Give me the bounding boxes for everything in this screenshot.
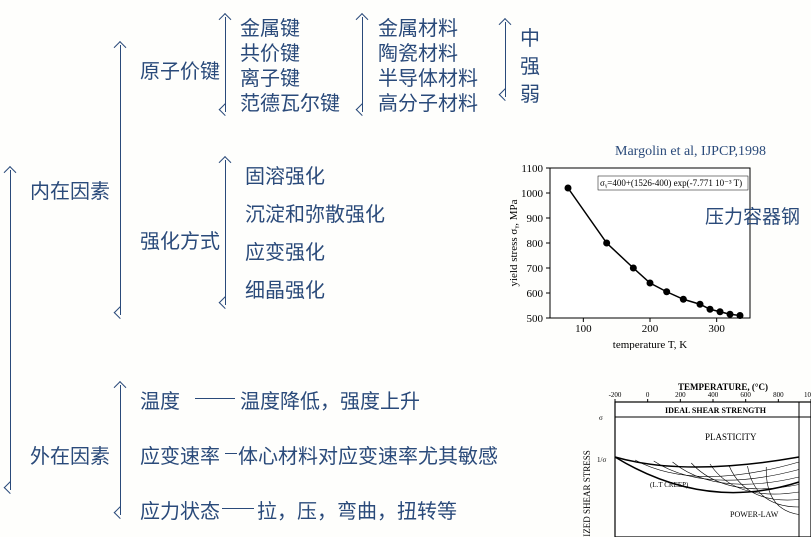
svg-text:TEMPERATURE, (°C): TEMPERATURE, (°C) — [678, 382, 768, 392]
strengthen-label: 强化方式 — [140, 225, 220, 254]
bond-bracket — [225, 17, 226, 112]
svg-text:σ: σ — [599, 414, 603, 422]
svg-text:POWER-LAW: POWER-LAW — [730, 510, 779, 519]
strength-item: 强 — [520, 50, 540, 79]
svg-text:yield stress σᵧ, MPa: yield stress σᵧ, MPa — [508, 199, 520, 286]
strengthen-item: 应变强化 — [245, 236, 325, 265]
strengthen-item: 固溶强化 — [245, 160, 325, 189]
bond-item: 范德瓦尔键 — [240, 87, 340, 116]
svg-text:100: 100 — [575, 323, 592, 335]
external-bracket — [120, 385, 121, 515]
svg-text:PLASTICITY: PLASTICITY — [705, 432, 757, 442]
yield-stress-chart: 100 200 300 500 600 700 800 900 1000 1100 temperat… — [505, 140, 811, 350]
deformation-map-chart: TEMPERATURE, (°C) -200 0 200 400 600 800 1000 AL… — [580, 380, 811, 537]
material-item: 高分子材料 — [378, 87, 478, 116]
svg-text:压力容器钢: 压力容器钢 — [705, 206, 800, 228]
strengthen-bracket — [225, 160, 226, 305]
ext-desc: 温度降低，强度上升 — [240, 385, 420, 414]
svg-text:900: 900 — [527, 213, 544, 225]
external-label: 外在因素 — [30, 440, 110, 469]
svg-text:(L.T CREEP): (L.T CREEP) — [650, 481, 689, 489]
svg-text:800: 800 — [527, 238, 544, 250]
svg-text:600: 600 — [527, 288, 544, 300]
strengthen-item: 沉淀和弥散强化 — [245, 198, 385, 227]
svg-text:σᵧ=400+(1526-400) exp(-7.771 1: σᵧ=400+(1526-400) exp(-7.771 10⁻³ T) — [600, 178, 742, 189]
svg-text:Margolin et al, IJPCP,1998: Margolin et al, IJPCP,1998 — [615, 144, 766, 159]
strength-bracket — [505, 22, 506, 97]
strength-item: 中 — [520, 22, 540, 51]
svg-text:1000: 1000 — [521, 188, 544, 200]
svg-text:1100: 1100 — [521, 163, 543, 175]
svg-text:1/σ: 1/σ — [597, 456, 606, 464]
ext-desc: 体心材料对应变速率尤其敏感 — [238, 440, 498, 469]
ext-term: 温度 — [140, 385, 180, 414]
strengthen-item: 细晶强化 — [245, 274, 325, 303]
ext-dash — [225, 453, 237, 454]
svg-text:200: 200 — [642, 323, 659, 335]
svg-text:0: 0 — [646, 391, 650, 399]
svg-text:300: 300 — [708, 323, 725, 335]
svg-text:ALIZED SHEAR STRESS: ALIZED SHEAR STRESS — [582, 450, 592, 537]
material-bracket — [362, 17, 363, 112]
ext-dash — [222, 508, 254, 509]
bond-label: 原子价键 — [140, 55, 220, 84]
svg-text:800: 800 — [773, 391, 784, 399]
strength-item: 弱 — [520, 78, 540, 107]
svg-text:600: 600 — [740, 391, 751, 399]
root-bracket — [10, 170, 11, 490]
ext-dash — [195, 398, 235, 399]
svg-text:1000: 1000 — [804, 391, 811, 399]
svg-text:500: 500 — [527, 313, 544, 325]
svg-text:400: 400 — [708, 391, 719, 399]
internal-bracket — [120, 45, 121, 315]
svg-text:IDEAL SHEAR STRENGTH: IDEAL SHEAR STRENGTH — [665, 406, 767, 415]
svg-text:-200: -200 — [609, 391, 622, 399]
svg-text:700: 700 — [527, 263, 544, 275]
svg-text:200: 200 — [675, 391, 686, 399]
ext-term: 应变速率 — [140, 440, 220, 469]
ext-term: 应力状态 — [140, 495, 220, 524]
ext-desc: 拉，压，弯曲，扭转等 — [257, 495, 457, 524]
svg-text:temperature T, K: temperature T, K — [613, 339, 687, 350]
internal-label: 内在因素 — [30, 175, 110, 204]
